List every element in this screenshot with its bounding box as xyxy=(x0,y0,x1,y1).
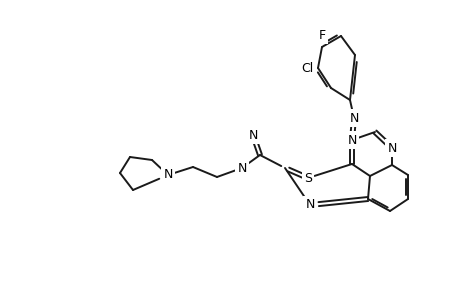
Text: S: S xyxy=(303,172,311,184)
Text: N: N xyxy=(386,142,396,154)
Text: N: N xyxy=(163,169,172,182)
Text: N: N xyxy=(237,161,246,175)
Text: F: F xyxy=(318,29,325,42)
Text: Cl: Cl xyxy=(301,61,313,74)
Text: N: N xyxy=(348,112,358,124)
Text: N: N xyxy=(248,128,257,142)
Text: N: N xyxy=(347,134,356,146)
Text: N: N xyxy=(305,199,314,212)
